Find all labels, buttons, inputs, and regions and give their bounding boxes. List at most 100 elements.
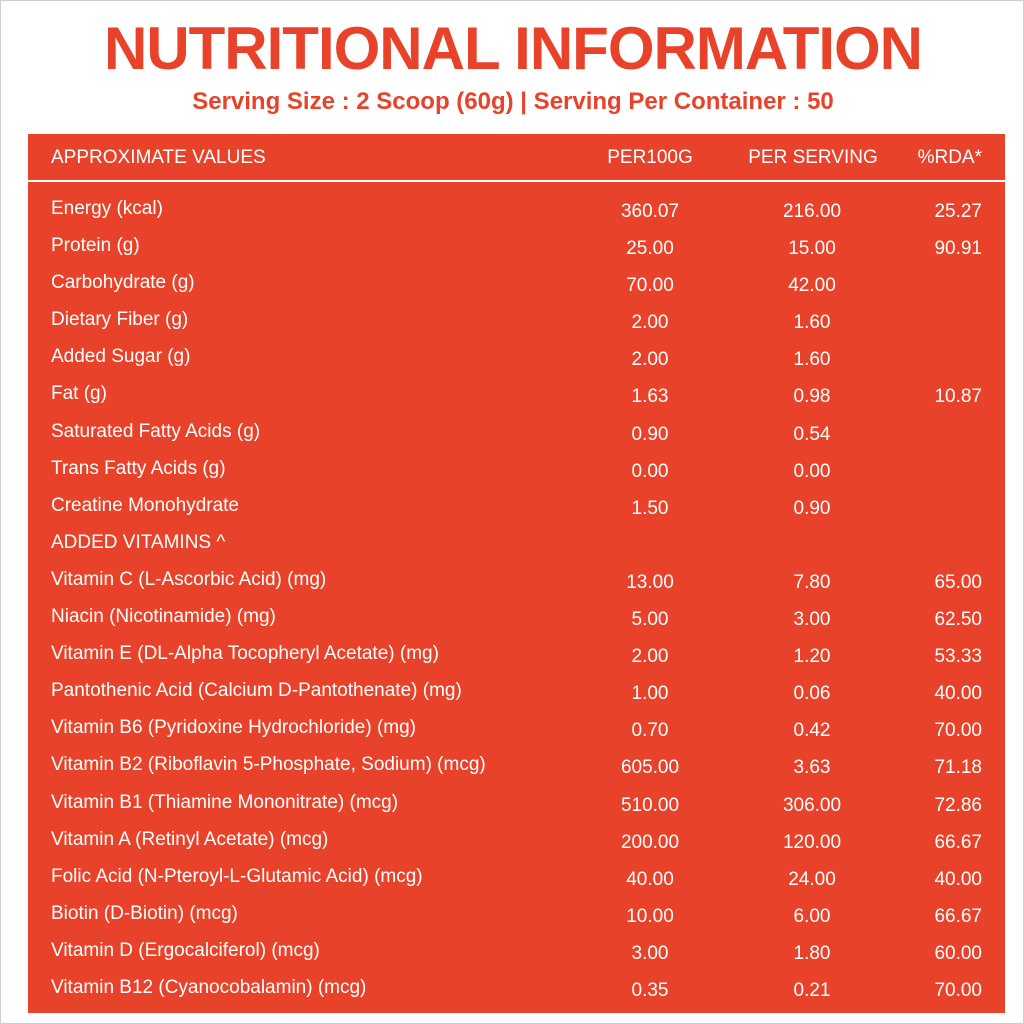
per-serving-value: 0.42 xyxy=(793,720,831,742)
table-row: Creatine Monohydrate 1.50 0.90 xyxy=(28,487,1005,524)
nutrient-label: Folic Acid (N-Pteroyl-L-Glutamic Acid) (… xyxy=(51,865,423,887)
per100g-value: 360.07 xyxy=(620,201,680,222)
rda-value: 66.67 xyxy=(934,905,982,927)
nutrient-label: Energy (kcal) xyxy=(51,198,163,219)
per-serving-value: 0.06 xyxy=(793,683,831,705)
per-serving-value: 1.60 xyxy=(793,349,831,371)
table-row: Niacin (Nicotinamide) (mg) 5.00 3.00 62.50 xyxy=(28,598,1005,635)
table-body: Energy (kcal) 360.07 216.00 25.27 Protein (g… xyxy=(28,190,1005,1006)
rda-value: 70.00 xyxy=(934,979,982,1001)
per100g-value: 3.00 xyxy=(631,942,669,964)
per-serving-value: 0.90 xyxy=(793,497,831,519)
per-serving-value: 24.00 xyxy=(788,868,836,890)
nutrient-label: Vitamin B6 (Pyridoxine Hydrochloride) (m… xyxy=(51,717,416,739)
per100g-value: 0.00 xyxy=(631,460,669,482)
rda-value: 71.18 xyxy=(934,757,982,779)
per100g-value: 200.00 xyxy=(620,831,680,853)
nutrient-label: Dietary Fiber (g) xyxy=(51,309,189,331)
per100g-value: 70.00 xyxy=(626,275,674,297)
rda-value: 90.91 xyxy=(934,238,982,260)
table-row: Fat (g) 1.63 0.98 10.87 xyxy=(28,375,1005,412)
nutrient-label: Protein (g) xyxy=(51,235,140,257)
per-serving-value: 1.60 xyxy=(793,312,831,334)
table-row: Carbohydrate (g) 70.00 42.00 xyxy=(28,264,1005,301)
nutrition-table: APPROXIMATE VALUES PER100G PER SERVING %… xyxy=(28,134,1005,1013)
header-approximate-values: APPROXIMATE VALUES xyxy=(51,147,266,168)
serving-info: Serving Size : 2 Scoop (60g) | Serving P… xyxy=(192,88,834,115)
per-serving-value: 15.00 xyxy=(788,238,836,260)
table-row: Vitamin B2 (Riboflavin 5-Phosphate, Sodi… xyxy=(28,746,1005,783)
nutrient-label: Carbohydrate (g) xyxy=(51,272,195,294)
table-row: Trans Fatty Acids (g) 0.00 0.00 xyxy=(28,450,1005,487)
nutrient-label: Trans Fatty Acids (g) xyxy=(51,457,226,479)
nutrient-label: Pantothenic Acid (Calcium D-Pantothenate… xyxy=(51,680,462,702)
per-serving-value: 120.00 xyxy=(782,831,842,853)
per-serving-value: 42.00 xyxy=(788,275,836,297)
header-per-serving: PER SERVING xyxy=(748,147,878,168)
per-serving-value: 0.54 xyxy=(793,423,831,445)
nutrient-label: ADDED VITAMINS ^ xyxy=(51,531,226,553)
per100g-value: 2.00 xyxy=(631,646,669,668)
per-serving-value: 0.21 xyxy=(793,979,831,1001)
per100g-value: 10.00 xyxy=(626,905,674,927)
table-row: Pantothenic Acid (Calcium D-Pantothenate… xyxy=(28,672,1005,709)
per-serving-value: 216.00 xyxy=(782,201,842,222)
rda-value: 65.00 xyxy=(934,571,982,593)
table-row: Energy (kcal) 360.07 216.00 25.27 xyxy=(28,190,1005,227)
table-row: ADDED VITAMINS ^ xyxy=(28,524,1005,561)
rda-value: 66.67 xyxy=(934,831,982,853)
rda-value: 72.86 xyxy=(934,794,982,816)
per100g-value: 25.00 xyxy=(626,238,674,260)
nutrient-label: Niacin (Nicotinamide) (mg) xyxy=(51,606,276,628)
nutrient-label: Saturated Fatty Acids (g) xyxy=(51,420,261,442)
rda-value: 62.50 xyxy=(934,609,982,631)
page-title: NUTRITIONAL INFORMATION xyxy=(103,15,923,82)
table-row: Vitamin B1 (Thiamine Mononitrate) (mcg) 5… xyxy=(28,784,1005,821)
per-serving-value: 3.00 xyxy=(793,609,831,631)
rda-value: 40.00 xyxy=(934,868,982,890)
table-row: Vitamin E (DL-Alpha Tocopheryl Acetate) … xyxy=(28,635,1005,672)
per100g-value: 605.00 xyxy=(620,757,680,779)
per100g-value: 1.50 xyxy=(631,497,669,519)
per100g-value: 0.70 xyxy=(631,720,669,742)
nutrient-label: Vitamin B12 (Cyanocobalamin) (mcg) xyxy=(51,976,367,998)
per-serving-value: 7.80 xyxy=(793,571,831,593)
per100g-value: 0.35 xyxy=(631,979,669,1001)
nutrient-label: Fat (g) xyxy=(51,383,107,405)
table-row: Vitamin A (Retinyl Acetate) (mcg) 200.00 1… xyxy=(28,821,1005,858)
rda-value: 25.27 xyxy=(934,201,982,222)
per100g-value: 5.00 xyxy=(631,609,669,631)
per-serving-value: 0.00 xyxy=(793,460,831,482)
per100g-value: 1.63 xyxy=(631,386,669,408)
per-serving-value: 0.98 xyxy=(793,386,831,408)
per100g-value: 510.00 xyxy=(620,794,680,816)
rda-value: 70.00 xyxy=(934,720,982,742)
table-row: Vitamin D (Ergocalciferol) (mcg) 3.00 1.80… xyxy=(28,932,1005,969)
table-row: Vitamin B12 (Cyanocobalamin) (mcg) 0.35 0.… xyxy=(28,969,1005,1006)
per-serving-value: 1.80 xyxy=(793,942,831,964)
per-serving-value: 6.00 xyxy=(793,905,831,927)
table-header: APPROXIMATE VALUES PER100G PER SERVING %… xyxy=(28,134,1005,178)
nutrient-label: Vitamin E (DL-Alpha Tocopheryl Acetate) … xyxy=(51,643,439,665)
nutrient-label: Biotin (D-Biotin) (mcg) xyxy=(51,902,238,924)
nutrient-label: Vitamin B1 (Thiamine Mononitrate) (mcg) xyxy=(51,791,399,813)
header-rda: %RDA* xyxy=(917,147,982,168)
header-per100g: PER100G xyxy=(607,147,693,168)
per100g-value: 2.00 xyxy=(631,349,669,371)
per100g-value: 0.90 xyxy=(631,423,669,445)
table-row: Protein (g) 25.00 15.00 90.91 xyxy=(28,227,1005,264)
per-serving-value: 1.20 xyxy=(793,646,831,668)
header-divider xyxy=(28,180,1005,182)
rda-value: 40.00 xyxy=(934,683,982,705)
per-serving-value: 3.63 xyxy=(793,757,831,779)
per-serving-value: 306.00 xyxy=(782,794,842,816)
nutrient-label: Creatine Monohydrate xyxy=(51,494,239,516)
per100g-value: 13.00 xyxy=(626,571,674,593)
per100g-value: 1.00 xyxy=(631,683,669,705)
per100g-value: 40.00 xyxy=(626,868,674,890)
table-row: Saturated Fatty Acids (g) 0.90 0.54 xyxy=(28,413,1005,450)
per100g-value: 2.00 xyxy=(631,312,669,334)
table-row: Dietary Fiber (g) 2.00 1.60 xyxy=(28,301,1005,338)
nutrient-label: Vitamin A (Retinyl Acetate) (mcg) xyxy=(51,828,329,850)
